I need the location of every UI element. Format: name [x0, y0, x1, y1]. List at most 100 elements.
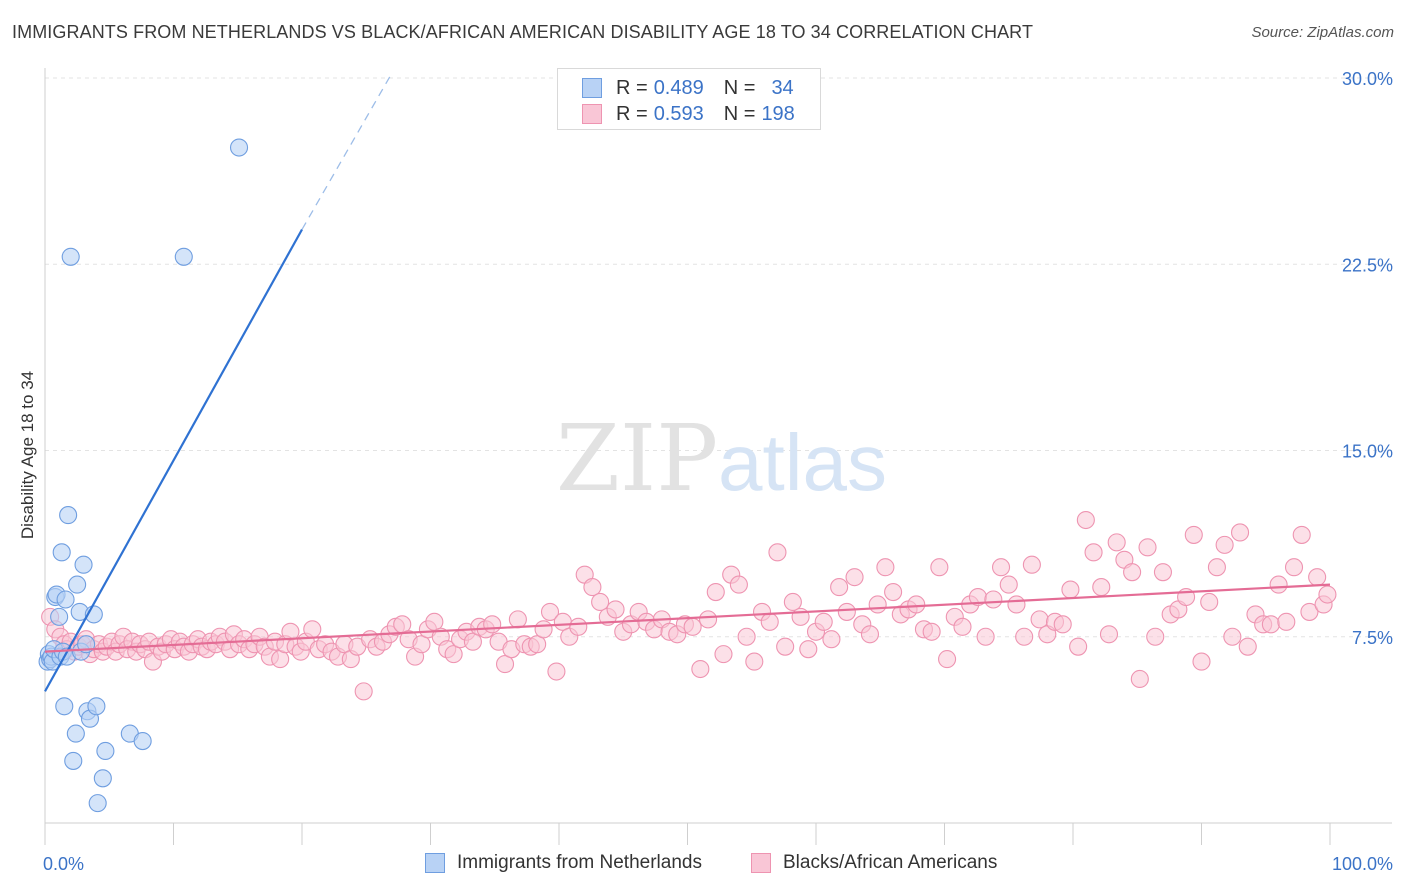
data-point-black	[1231, 523, 1250, 542]
data-point-black	[1007, 595, 1026, 614]
data-point-black	[714, 645, 733, 664]
data-point-netherlands	[74, 555, 93, 574]
series-netherlands-points	[38, 138, 249, 813]
data-point-black	[737, 627, 756, 646]
data-point-black	[699, 610, 718, 629]
x-tick-labels: 0.0% 100.0%	[43, 854, 1393, 874]
data-point-black	[1269, 575, 1288, 594]
trend-line-netherlands	[44, 228, 303, 692]
data-point-black	[976, 627, 995, 646]
data-point-black	[922, 622, 941, 641]
data-point-black	[938, 650, 957, 669]
data-point-black	[495, 655, 515, 674]
y-tick-label: 7.5%	[1352, 628, 1393, 648]
legend-n-value: 198	[761, 102, 795, 125]
data-point-black	[1277, 612, 1296, 631]
data-point-netherlands	[50, 607, 69, 626]
data-point-black	[1015, 627, 1034, 646]
legend-swatch-blue	[425, 853, 445, 873]
data-point-black	[691, 659, 710, 679]
data-point-black	[1284, 558, 1304, 577]
y-axis-label: Disability Age 18 to 34	[18, 370, 37, 540]
data-point-black	[822, 630, 841, 649]
data-point-black	[1207, 558, 1226, 577]
trend-lines	[44, 72, 1331, 692]
data-point-black	[483, 615, 502, 634]
data-point-black	[547, 662, 566, 681]
data-point-black	[1076, 510, 1095, 530]
data-point-netherlands	[133, 731, 152, 751]
data-point-black	[591, 592, 610, 612]
legend-n-value: 34	[771, 76, 794, 99]
data-point-black	[991, 558, 1011, 577]
data-point-netherlands	[93, 769, 112, 788]
data-point-black	[1130, 669, 1149, 689]
data-point-netherlands	[59, 506, 78, 525]
data-point-black	[1153, 563, 1172, 582]
data-point-black	[1107, 533, 1126, 552]
legend-r-value: 0.489	[653, 76, 704, 99]
watermark-atlas: atlas	[718, 418, 887, 507]
source-label: Source: ZipAtlas.com	[1251, 24, 1394, 41]
data-point-black	[1184, 525, 1203, 544]
data-point-black	[1300, 602, 1319, 621]
data-point-black	[868, 595, 887, 614]
data-point-netherlands	[52, 543, 71, 562]
legend-item-netherlands: Immigrants from Netherlands	[425, 852, 702, 874]
data-point-netherlands	[55, 697, 74, 716]
data-point-black	[953, 617, 972, 636]
data-point-black	[1053, 615, 1072, 634]
data-point-black	[1022, 555, 1041, 574]
data-point-black	[1215, 535, 1234, 554]
data-point-black	[837, 602, 856, 621]
data-point-netherlands	[96, 741, 115, 761]
data-point-netherlands	[61, 247, 80, 266]
data-point-black	[984, 590, 1003, 609]
legend-label-black: Blacks/African Americans	[783, 852, 998, 873]
chart-title: IMMIGRANTS FROM NETHERLANDS VS BLACK/AFR…	[12, 22, 1034, 42]
data-point-black	[412, 635, 431, 654]
data-point-netherlands	[174, 247, 193, 266]
data-point-netherlands	[68, 575, 87, 594]
watermark: ZIP atlas	[556, 405, 887, 512]
data-point-black	[303, 620, 322, 639]
data-point-black	[540, 602, 560, 621]
data-point-black	[354, 682, 373, 701]
y-tick-label: 30.0%	[1342, 69, 1393, 89]
legend-r-value: 0.593	[653, 102, 704, 125]
series-legend: Immigrants from Netherlands Blacks/Afric…	[0, 852, 1406, 878]
x-tick-label: 0.0%	[43, 854, 84, 874]
legend-swatch-blue	[582, 78, 602, 98]
legend-swatch-pink	[751, 853, 771, 873]
y-tick-labels: 7.5% 15.0% 22.5% 30.0%	[1342, 69, 1393, 648]
y-tick-label: 15.0%	[1342, 442, 1393, 462]
data-point-netherlands	[88, 794, 107, 813]
data-point-black	[1061, 580, 1080, 599]
data-point-black	[1318, 585, 1337, 604]
data-point-black	[776, 637, 795, 656]
legend-label-netherlands: Immigrants from Netherlands	[457, 852, 702, 873]
data-point-black	[783, 592, 802, 612]
legend-r-label: R =	[616, 76, 648, 99]
data-point-black	[1192, 652, 1211, 671]
data-point-black	[1030, 610, 1049, 629]
watermark-zip: ZIP	[556, 405, 718, 512]
data-point-black	[583, 578, 602, 597]
data-point-black	[907, 595, 926, 614]
trend-line-black	[44, 583, 1331, 653]
trend-line-netherlands-extension	[301, 72, 393, 230]
data-point-black	[528, 635, 547, 654]
legend-swatch-pink	[582, 104, 602, 124]
data-point-black	[683, 617, 702, 636]
correlation-legend: R = 0.489 N = 34 R = 0.593 N = 198	[557, 68, 821, 130]
data-point-black	[1138, 538, 1157, 557]
data-point-black	[729, 575, 748, 594]
data-point-black	[760, 612, 779, 631]
data-point-black	[999, 575, 1018, 594]
data-point-black	[814, 612, 833, 631]
data-point-black	[463, 632, 482, 651]
data-point-black	[706, 582, 725, 602]
x-tick-label: 100.0%	[1332, 854, 1393, 874]
data-point-black	[930, 558, 949, 577]
